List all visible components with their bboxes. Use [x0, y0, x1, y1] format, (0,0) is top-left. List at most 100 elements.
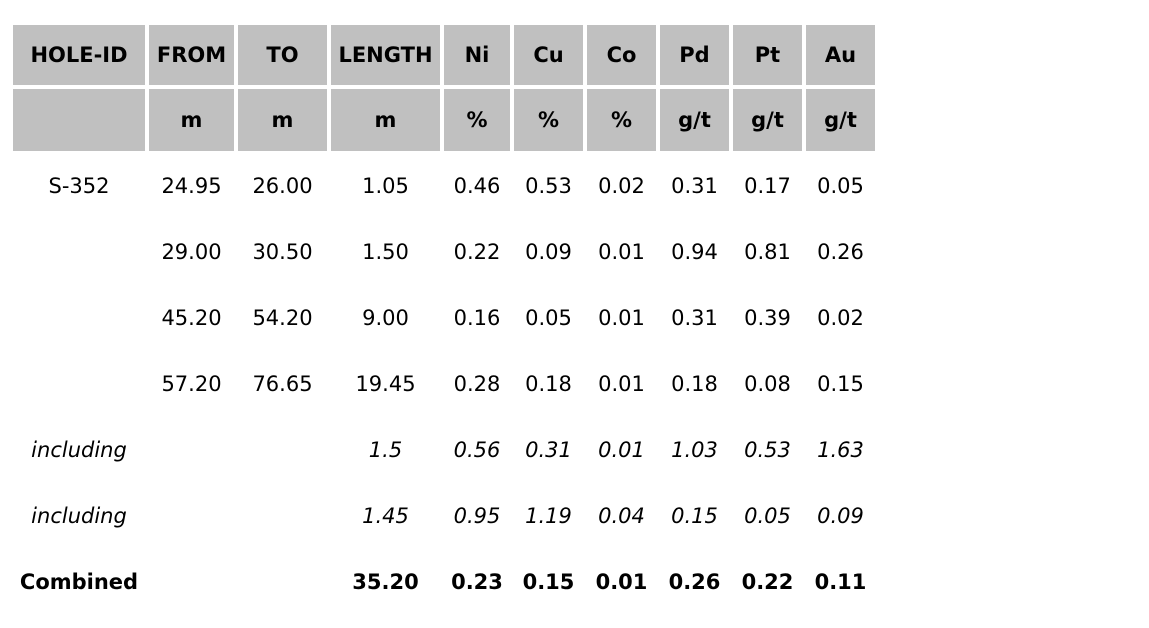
- cell-ni: 0.16: [444, 287, 510, 349]
- cell-cu: 0.15: [514, 551, 583, 613]
- cell-ni: 0.56: [444, 419, 510, 481]
- cell-length: 35.20: [331, 551, 440, 613]
- table-row: 45.20 54.20 9.00 0.16 0.05 0.01 0.31 0.3…: [13, 287, 875, 349]
- cell-au: 0.11: [806, 551, 875, 613]
- header-length: LENGTH: [331, 25, 440, 85]
- cell-pd: 0.18: [660, 353, 729, 415]
- cell-pd: 1.03: [660, 419, 729, 481]
- cell-from: 57.20: [149, 353, 234, 415]
- header-to: TO: [238, 25, 327, 85]
- table-header: HOLE-ID FROM TO LENGTH Ni Cu Co Pd Pt Au…: [13, 25, 875, 151]
- unit-pt: g/t: [733, 89, 802, 151]
- cell-pd: 0.15: [660, 485, 729, 547]
- cell-ni: 0.28: [444, 353, 510, 415]
- cell-ni: 0.95: [444, 485, 510, 547]
- table-row-combined: Combined 35.20 0.23 0.15 0.01 0.26 0.22 …: [13, 551, 875, 613]
- cell-pd: 0.94: [660, 221, 729, 283]
- cell-to: [238, 485, 327, 547]
- cell-co: 0.04: [587, 485, 656, 547]
- unit-hole-id: [13, 89, 145, 151]
- cell-au: 0.09: [806, 485, 875, 547]
- header-pt: Pt: [733, 25, 802, 85]
- cell-to: [238, 419, 327, 481]
- header-units-row: m m m % % % g/t g/t g/t: [13, 89, 875, 151]
- table-row: 57.20 76.65 19.45 0.28 0.18 0.01 0.18 0.…: [13, 353, 875, 415]
- unit-length: m: [331, 89, 440, 151]
- table-body: S-352 24.95 26.00 1.05 0.46 0.53 0.02 0.…: [13, 155, 875, 613]
- cell-to: [238, 551, 327, 613]
- cell-hole-id: S-352: [13, 155, 145, 217]
- cell-co: 0.02: [587, 155, 656, 217]
- cell-hole-id: [13, 287, 145, 349]
- cell-length: 1.45: [331, 485, 440, 547]
- cell-pt: 0.81: [733, 221, 802, 283]
- unit-au: g/t: [806, 89, 875, 151]
- cell-from: [149, 551, 234, 613]
- cell-pt: 0.39: [733, 287, 802, 349]
- cell-length: 19.45: [331, 353, 440, 415]
- cell-co: 0.01: [587, 287, 656, 349]
- drill-results-table: HOLE-ID FROM TO LENGTH Ni Cu Co Pd Pt Au…: [9, 21, 879, 617]
- cell-pt: 0.17: [733, 155, 802, 217]
- unit-to: m: [238, 89, 327, 151]
- cell-from: 45.20: [149, 287, 234, 349]
- cell-cu: 1.19: [514, 485, 583, 547]
- header-from: FROM: [149, 25, 234, 85]
- cell-pd: 0.31: [660, 155, 729, 217]
- cell-hole-id: [13, 221, 145, 283]
- cell-cu: 0.18: [514, 353, 583, 415]
- cell-ni: 0.23: [444, 551, 510, 613]
- cell-to: 26.00: [238, 155, 327, 217]
- cell-cu: 0.53: [514, 155, 583, 217]
- cell-ni: 0.22: [444, 221, 510, 283]
- cell-au: 1.63: [806, 419, 875, 481]
- cell-length: 1.50: [331, 221, 440, 283]
- header-hole-id: HOLE-ID: [13, 25, 145, 85]
- cell-au: 0.15: [806, 353, 875, 415]
- cell-pt: 0.53: [733, 419, 802, 481]
- unit-ni: %: [444, 89, 510, 151]
- cell-co: 0.01: [587, 551, 656, 613]
- cell-from: [149, 485, 234, 547]
- cell-cu: 0.05: [514, 287, 583, 349]
- cell-hole-id: including: [13, 485, 145, 547]
- cell-pd: 0.31: [660, 287, 729, 349]
- table-row-including: including 1.45 0.95 1.19 0.04 0.15 0.05 …: [13, 485, 875, 547]
- cell-au: 0.02: [806, 287, 875, 349]
- table-row: S-352 24.95 26.00 1.05 0.46 0.53 0.02 0.…: [13, 155, 875, 217]
- cell-from: [149, 419, 234, 481]
- header-pd: Pd: [660, 25, 729, 85]
- cell-cu: 0.31: [514, 419, 583, 481]
- cell-pt: 0.22: [733, 551, 802, 613]
- cell-hole-id: including: [13, 419, 145, 481]
- cell-co: 0.01: [587, 221, 656, 283]
- cell-pt: 0.05: [733, 485, 802, 547]
- header-ni: Ni: [444, 25, 510, 85]
- cell-pt: 0.08: [733, 353, 802, 415]
- cell-length: 1.5: [331, 419, 440, 481]
- cell-hole-id: Combined: [13, 551, 145, 613]
- unit-from: m: [149, 89, 234, 151]
- cell-ni: 0.46: [444, 155, 510, 217]
- cell-to: 54.20: [238, 287, 327, 349]
- unit-co: %: [587, 89, 656, 151]
- cell-to: 76.65: [238, 353, 327, 415]
- table-row-including: including 1.5 0.56 0.31 0.01 1.03 0.53 1…: [13, 419, 875, 481]
- cell-from: 29.00: [149, 221, 234, 283]
- cell-length: 1.05: [331, 155, 440, 217]
- unit-cu: %: [514, 89, 583, 151]
- cell-from: 24.95: [149, 155, 234, 217]
- header-labels-row: HOLE-ID FROM TO LENGTH Ni Cu Co Pd Pt Au: [13, 25, 875, 85]
- cell-pd: 0.26: [660, 551, 729, 613]
- cell-au: 0.05: [806, 155, 875, 217]
- cell-au: 0.26: [806, 221, 875, 283]
- unit-pd: g/t: [660, 89, 729, 151]
- cell-co: 0.01: [587, 419, 656, 481]
- header-co: Co: [587, 25, 656, 85]
- cell-cu: 0.09: [514, 221, 583, 283]
- cell-to: 30.50: [238, 221, 327, 283]
- cell-co: 0.01: [587, 353, 656, 415]
- header-au: Au: [806, 25, 875, 85]
- header-cu: Cu: [514, 25, 583, 85]
